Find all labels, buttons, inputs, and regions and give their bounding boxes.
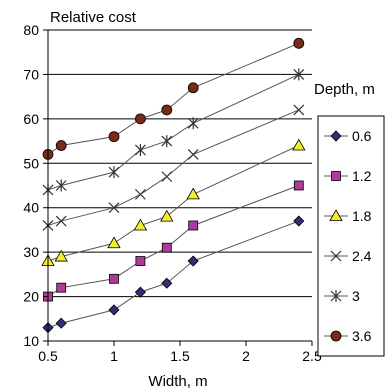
series-line-3 xyxy=(47,73,300,191)
data-point-star xyxy=(55,179,67,192)
data-point-x xyxy=(108,202,120,214)
data-point-circle xyxy=(187,82,199,94)
legend-marker-square xyxy=(331,171,341,181)
series-line-1.2 xyxy=(47,185,299,297)
data-point-diamond xyxy=(161,277,173,289)
legend-marker-star xyxy=(330,290,342,302)
data-point-circle xyxy=(55,140,67,151)
x-tick-label: 2 xyxy=(242,348,250,364)
data-point-triangle xyxy=(186,187,200,200)
y-tick-label: 40 xyxy=(23,200,39,216)
data-point-circle xyxy=(293,37,305,49)
data-point-square xyxy=(135,256,146,266)
axes: 10 20 30 40 50 60 70 80 0.5 1 1.5 2 2.5 xyxy=(23,22,322,364)
data-point-x xyxy=(293,104,305,116)
data-point-triangle xyxy=(107,236,121,249)
data-point-circle xyxy=(161,104,173,116)
data-point-star xyxy=(108,166,120,179)
data-point-square xyxy=(56,282,67,293)
data-point-x xyxy=(161,171,173,183)
data-point-triangle xyxy=(292,138,306,151)
y-tick-label: 70 xyxy=(23,66,39,82)
y-tick-label: 80 xyxy=(23,22,39,38)
legend-label: 2.4 xyxy=(352,248,372,264)
legend-box xyxy=(317,115,385,357)
data-point-triangle xyxy=(160,209,174,222)
legend-marker-triangle xyxy=(329,209,343,221)
data-point-square xyxy=(109,273,119,284)
data-point-diamond xyxy=(293,215,305,227)
data-point-square xyxy=(293,180,304,191)
gridlines xyxy=(48,29,312,342)
x-tick-label: 0.5 xyxy=(38,348,58,364)
series-line-3.6 xyxy=(47,42,299,155)
data-point-x xyxy=(187,148,199,160)
data-point-diamond xyxy=(187,255,199,267)
data-point-triangle xyxy=(133,218,148,231)
x-tick-label: 2.5 xyxy=(302,348,322,364)
series-line-0.6 xyxy=(47,220,299,329)
data-point-diamond xyxy=(108,304,120,316)
y-tick-label: 50 xyxy=(23,155,39,171)
data-point-star xyxy=(187,117,199,130)
y-tick-label: 60 xyxy=(23,111,39,127)
data-point-star xyxy=(293,68,305,81)
data-point-triangle xyxy=(54,249,68,262)
series-lines xyxy=(47,42,300,329)
legend-label: 1.8 xyxy=(352,208,372,224)
y-tick-label: 20 xyxy=(23,289,39,305)
data-point-square xyxy=(161,242,172,253)
legend-marker-x xyxy=(330,250,342,262)
x-tick-label: 1.5 xyxy=(170,348,190,364)
legend: 0.6 1.2 1.8 2.4 3 3.6 xyxy=(317,115,385,357)
x-tick-label: 1 xyxy=(110,348,118,364)
data-point-x xyxy=(134,188,146,200)
y-tick-label: 30 xyxy=(23,244,39,260)
legend-label: 1.2 xyxy=(352,168,372,184)
legend-label: 0.6 xyxy=(352,128,372,144)
legend-marker-circle xyxy=(330,330,342,342)
legend-marker-diamond xyxy=(330,130,342,142)
y-axis-title: Relative cost xyxy=(50,9,137,26)
data-point-circle xyxy=(134,113,146,125)
y-tick-label: 10 xyxy=(23,333,39,349)
data-point-diamond xyxy=(55,317,67,329)
legend-title: Depth, m xyxy=(314,81,375,98)
data-point-star xyxy=(161,135,173,148)
x-axis-title: Width, m xyxy=(148,373,207,390)
data-point-star xyxy=(134,143,146,156)
data-point-circle xyxy=(108,131,120,143)
series-markers xyxy=(41,37,306,334)
legend-label: 3 xyxy=(352,288,360,304)
legend-label: 3.6 xyxy=(352,328,372,344)
data-point-x xyxy=(55,215,67,227)
data-point-square xyxy=(188,220,199,231)
data-point-diamond xyxy=(134,286,146,298)
